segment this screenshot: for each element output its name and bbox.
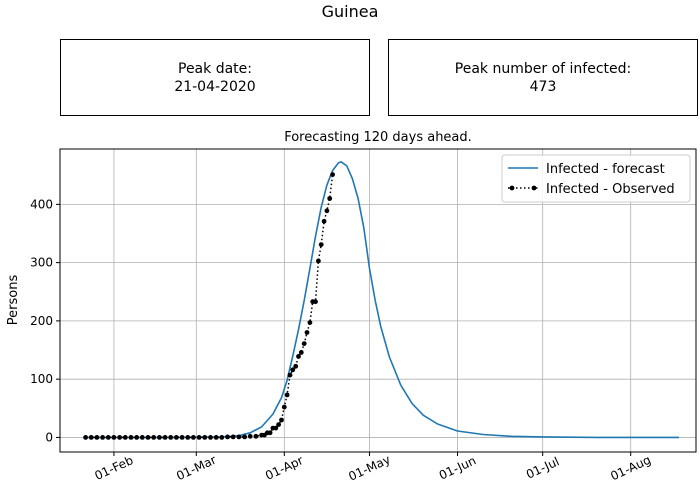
observed-point bbox=[279, 417, 284, 423]
peak-infected-label: Peak number of infected: bbox=[454, 60, 632, 77]
observed-point bbox=[304, 330, 310, 335]
observed-point bbox=[117, 435, 122, 440]
observed-point bbox=[94, 435, 100, 440]
x-tick-label: 01-Jul bbox=[524, 454, 561, 481]
observed-point bbox=[83, 435, 88, 440]
observed-point bbox=[134, 435, 140, 440]
observed-point bbox=[236, 434, 242, 440]
peak-infected-box: Peak number of infected: 473 bbox=[388, 39, 698, 116]
axes-frame bbox=[59, 148, 697, 453]
observed-point bbox=[162, 435, 168, 440]
chart-title: Forecasting 120 days ahead. bbox=[284, 130, 472, 145]
peak-date-label: Peak date: bbox=[178, 60, 252, 77]
observed-point bbox=[230, 434, 236, 440]
legend-observed-label: Infected - Observed bbox=[546, 182, 675, 197]
forecast-line bbox=[85, 161, 679, 439]
observed-point bbox=[287, 372, 293, 378]
observed-point bbox=[185, 435, 191, 440]
y-tick-label: 0 bbox=[45, 430, 53, 444]
y-axis-ticks: 0 100 200 300 400 bbox=[30, 197, 60, 444]
observed-point bbox=[324, 208, 330, 214]
x-tick-label: 01-May bbox=[346, 452, 392, 483]
legend: Infected - forecast Infected - Observed bbox=[501, 154, 691, 203]
peak-date-box: Peak date: 21-04-2020 bbox=[60, 39, 370, 116]
x-axis-ticks: 01-Feb 01-Mar 01-Apr 01-May 01-Jun 01-Jul 01-A… bbox=[92, 452, 653, 484]
observed-point bbox=[191, 435, 196, 440]
observed-line bbox=[85, 174, 334, 439]
observed-point bbox=[330, 172, 335, 178]
observed-point bbox=[301, 341, 307, 346]
legend-observed-marker bbox=[509, 185, 515, 191]
y-tick-label: 200 bbox=[30, 314, 53, 328]
observed-point bbox=[281, 404, 287, 410]
figure-title: Guinea bbox=[321, 2, 379, 21]
observed-point bbox=[313, 299, 318, 305]
observed-point bbox=[267, 430, 273, 436]
observed-point bbox=[157, 435, 162, 440]
observed-point bbox=[253, 433, 259, 439]
observed-point bbox=[213, 435, 219, 440]
plot-area bbox=[83, 161, 679, 440]
observed-point bbox=[139, 435, 145, 440]
observed-point bbox=[111, 435, 117, 440]
observed-point bbox=[284, 392, 290, 398]
x-tick-label: 01-Aug bbox=[608, 453, 653, 484]
observed-point bbox=[242, 434, 248, 440]
x-tick-label: 01-Apr bbox=[263, 453, 305, 483]
observed-point bbox=[179, 435, 185, 440]
y-tick-label: 400 bbox=[30, 197, 53, 211]
observed-point bbox=[174, 435, 179, 440]
observed-point bbox=[208, 435, 213, 440]
observed-point bbox=[196, 435, 202, 440]
observed-point bbox=[168, 435, 174, 440]
legend-observed-marker bbox=[531, 185, 537, 191]
observed-point bbox=[225, 434, 230, 440]
observed-point bbox=[296, 354, 301, 359]
observed-point bbox=[202, 435, 208, 440]
observed-point bbox=[321, 218, 327, 224]
observed-point bbox=[316, 258, 321, 264]
y-tick-label: 300 bbox=[30, 256, 53, 270]
observed-point bbox=[122, 435, 128, 440]
observed-point bbox=[290, 367, 296, 373]
peak-date-value: 21-04-2020 bbox=[174, 78, 256, 95]
x-tick-label: 01-Feb bbox=[92, 453, 135, 483]
observed-point bbox=[128, 435, 134, 440]
observed-point bbox=[151, 435, 157, 440]
observed-point bbox=[273, 425, 279, 431]
observed-point bbox=[327, 196, 333, 201]
legend-frame bbox=[501, 154, 691, 203]
y-axis-label: Persons bbox=[6, 275, 21, 326]
observed-point bbox=[298, 350, 304, 355]
observed-point bbox=[145, 435, 151, 440]
x-tick-label: 01-Jun bbox=[437, 453, 478, 482]
observed-point bbox=[88, 435, 94, 440]
observed-point bbox=[318, 242, 324, 248]
observed-point bbox=[293, 363, 299, 369]
legend-forecast-label: Infected - forecast bbox=[546, 162, 665, 177]
observed-point bbox=[276, 422, 281, 427]
x-tick-label: 01-Mar bbox=[174, 453, 218, 484]
y-tick-label: 100 bbox=[30, 372, 53, 386]
observed-point bbox=[307, 320, 313, 325]
observed-point bbox=[247, 433, 253, 439]
peak-infected-value: 473 bbox=[529, 78, 557, 95]
observed-point bbox=[100, 435, 105, 440]
observed-point bbox=[105, 435, 111, 440]
observed-point bbox=[219, 435, 225, 440]
